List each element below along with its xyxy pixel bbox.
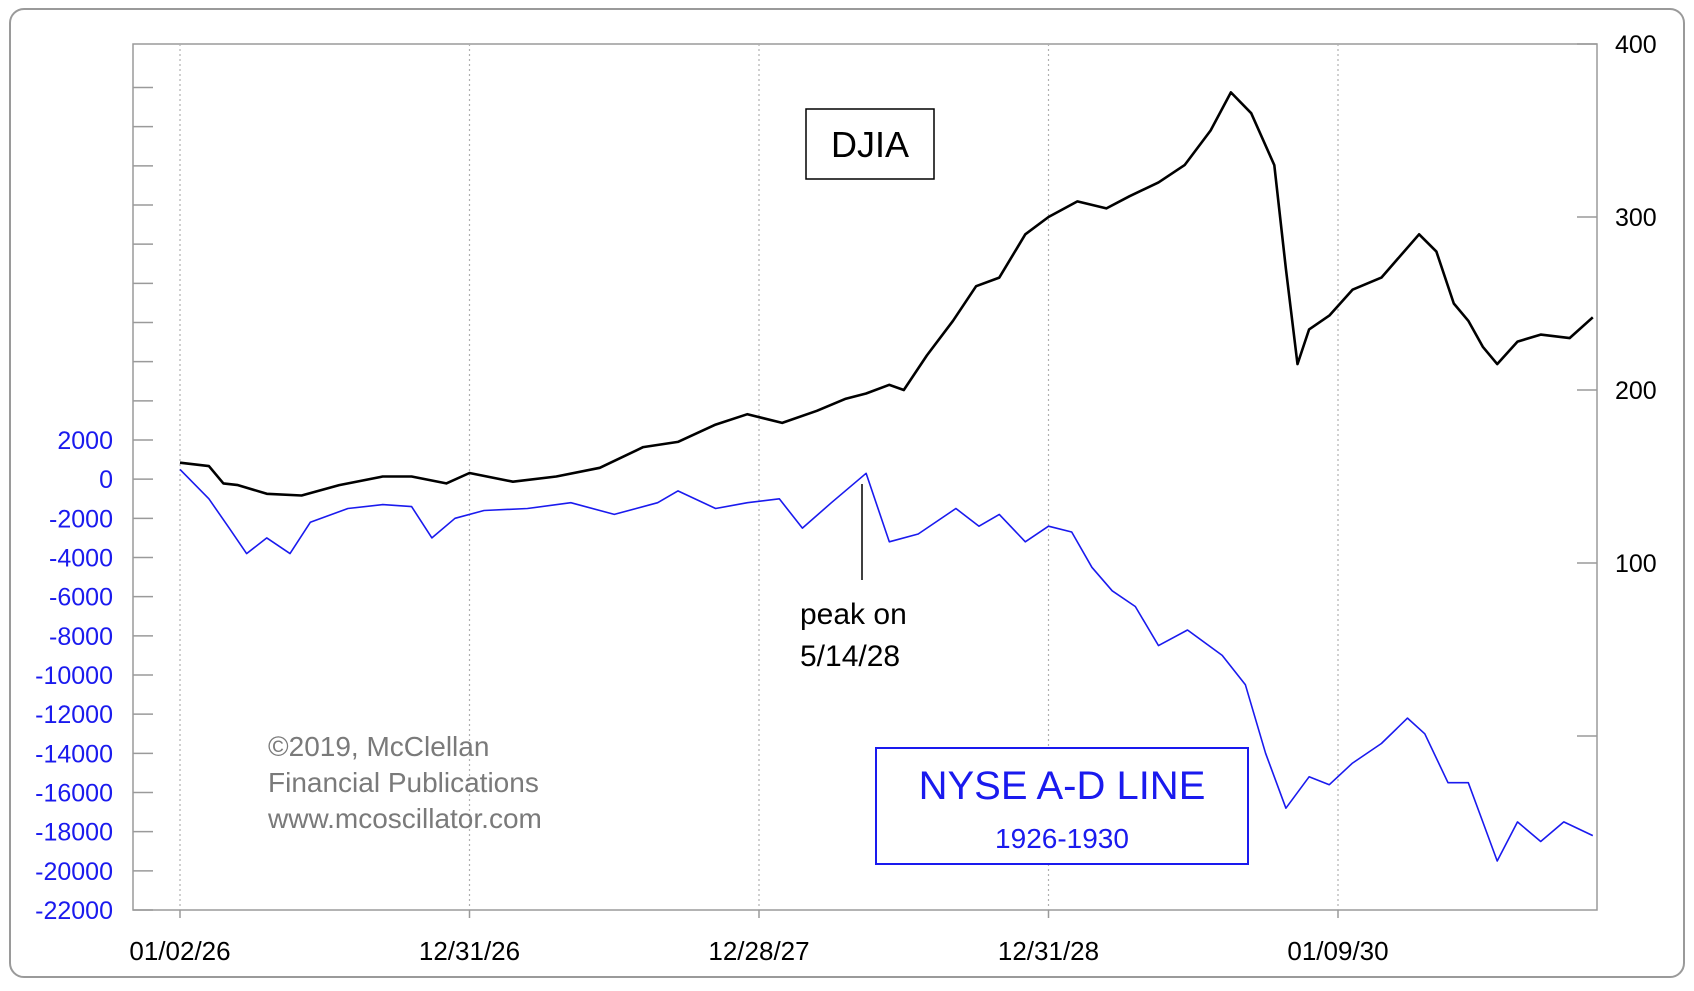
left-tick-label: -16000 xyxy=(35,780,113,808)
copyright-line2: Financial Publications xyxy=(268,767,539,798)
left-tick-label: -2000 xyxy=(49,505,113,533)
ad-line-series xyxy=(179,468,1594,862)
right-tick-label: 200 xyxy=(1615,377,1657,405)
left-tick-label: -6000 xyxy=(49,584,113,612)
left-axis: 2000 0 -2000 -4000 -6000 -8000 -10000 -12000 -14… xyxy=(35,86,153,925)
left-tick-label: -14000 xyxy=(35,740,113,768)
right-tick-label: 300 xyxy=(1615,204,1657,232)
x-tick-label: 01/02/26 xyxy=(129,936,230,966)
x-axis: 01/02/26 12/31/26 12/28/27 12/31/28 01/09/30 xyxy=(129,910,1389,966)
ad-line-title: NYSE A-D LINE xyxy=(919,764,1206,808)
copyright-line3: www.mcoscillator.com xyxy=(267,803,542,834)
x-tick-label: 12/28/27 xyxy=(708,936,809,966)
copyright-line1: ©2019, McClellan xyxy=(268,731,489,762)
right-tick-label: 100 xyxy=(1615,550,1657,578)
left-tick-label: 2000 xyxy=(57,427,113,455)
ad-line-subtitle: 1926-1930 xyxy=(995,823,1129,854)
left-tick-label: -4000 xyxy=(49,545,113,573)
right-tick-label: 400 xyxy=(1615,31,1657,59)
left-tick-label: -8000 xyxy=(49,623,113,651)
djia-label-box xyxy=(805,108,935,180)
left-tick-label: -12000 xyxy=(35,701,113,729)
djia-series xyxy=(179,91,1594,497)
right-axis: 400 300 200 100 xyxy=(1577,31,1657,737)
peak-annotation-line2: 5/14/28 xyxy=(800,640,900,673)
left-tick-label: -18000 xyxy=(35,819,113,847)
left-tick-label: -10000 xyxy=(35,662,113,690)
left-tick-label: 0 xyxy=(99,466,113,494)
series-layer xyxy=(179,91,1594,862)
x-tick-label: 12/31/28 xyxy=(998,936,1099,966)
left-tick-label: -20000 xyxy=(35,858,113,886)
left-tick-label: -22000 xyxy=(35,897,113,925)
x-tick-label: 12/31/26 xyxy=(419,936,520,966)
djia-label: DJIA xyxy=(831,124,909,165)
ad-line-label-box xyxy=(875,747,1249,865)
x-tick-label: 01/09/30 xyxy=(1287,936,1388,966)
peak-annotation-line1: peak on xyxy=(800,598,907,631)
